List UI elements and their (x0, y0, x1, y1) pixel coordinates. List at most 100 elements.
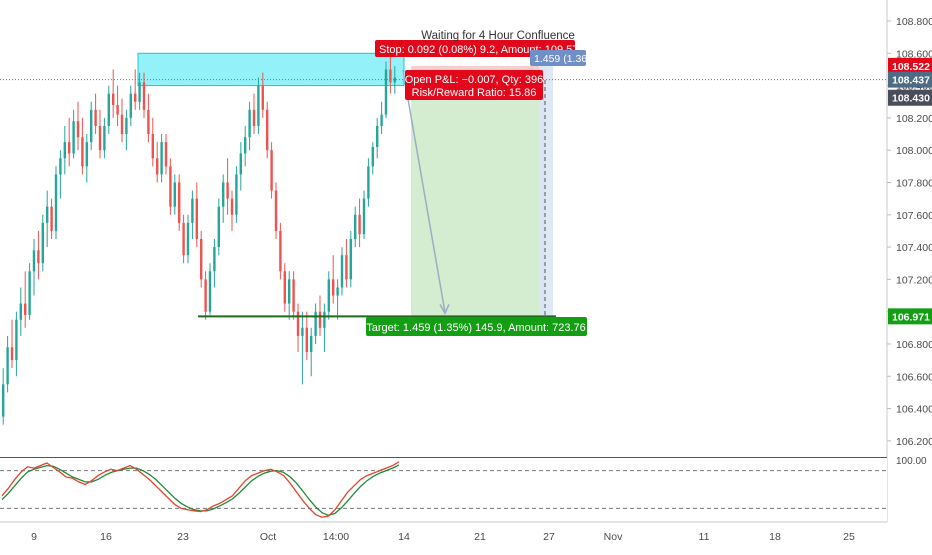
stochastic-background (0, 458, 887, 521)
candle-body (345, 255, 348, 280)
candle-body (367, 166, 370, 199)
candle-body (72, 121, 75, 154)
stochastic-scale-label: 100.00 (896, 456, 927, 467)
candle-body (147, 109, 150, 135)
pnl-label: Open P&L: −0.007, Qty: 396 (405, 74, 544, 86)
price-tick-label: 107.400 (896, 242, 932, 254)
time-tick-label: 23 (177, 531, 189, 543)
candle-body (239, 153, 242, 175)
price-pane[interactable]: Stop: 0.092 (0.08%) 9.2, Amount: 109.571… (0, 40, 887, 425)
candle-body (90, 109, 93, 143)
candle-body (288, 279, 291, 304)
candle-body (305, 327, 308, 353)
candle-body (349, 238, 352, 280)
time-tick-label: 27 (543, 531, 555, 543)
candle-body (323, 311, 326, 328)
candle-body (208, 271, 212, 312)
time-tick-label: 21 (474, 531, 486, 543)
candle-body (68, 142, 71, 154)
candle-body (112, 93, 115, 105)
candle-body (384, 69, 388, 115)
price-tick-label: 107.600 (896, 210, 932, 222)
candle-body (195, 198, 198, 239)
stochastic-pane[interactable]: 100.00 (0, 456, 927, 521)
candle-body (134, 93, 137, 102)
current-price-tag (888, 71, 932, 88)
candle-body (103, 125, 106, 151)
stochastic-d-line (1, 464, 400, 516)
price-tick-label: 106.600 (896, 371, 932, 383)
price-tick-label: 108.000 (896, 145, 932, 157)
pnl-label-box (405, 70, 543, 100)
candle-body (2, 384, 5, 417)
current-price-label: 108.437 (892, 75, 930, 87)
candle-body (244, 137, 247, 154)
candle-body (76, 121, 80, 138)
candle-body (164, 142, 168, 167)
stochastic-k-line (1, 461, 400, 518)
time-tick-label: 16 (100, 531, 112, 543)
candle-body (63, 142, 66, 159)
profit-zone (411, 80, 546, 317)
candle-body (28, 271, 31, 315)
candle-body (222, 182, 225, 207)
candle-body (230, 198, 234, 215)
time-tick-label: 18 (769, 531, 781, 543)
candle-body (371, 146, 374, 167)
candle-body (380, 114, 383, 126)
entry-price-label: 108.430 (892, 93, 930, 105)
time-tick-label: 11 (699, 531, 710, 543)
stop-label-box (375, 40, 575, 57)
candle-body (54, 174, 58, 231)
candle-body (37, 250, 40, 264)
candle-body (376, 125, 379, 147)
stop-label: Stop: 0.092 (0.08%) 9.2, Amount: 109.57 (379, 44, 578, 56)
candle-body (389, 69, 392, 83)
candle-body (6, 347, 9, 385)
stop-price-tag (888, 57, 932, 74)
candle-body (354, 214, 357, 239)
candle-body (182, 222, 185, 256)
time-tick-label: Oct (260, 531, 276, 543)
candle-body (274, 190, 278, 231)
candle-body (204, 279, 207, 312)
projection-band (539, 55, 553, 317)
candle-body (248, 109, 251, 138)
candle-body (310, 335, 313, 353)
candle-body (217, 206, 220, 248)
candle-body (94, 109, 97, 126)
candle-body (318, 311, 322, 328)
target-price-tag (888, 308, 932, 325)
candle-body (32, 250, 36, 272)
time-tick-label: 25 (843, 531, 855, 543)
candle-body (257, 85, 260, 126)
candle-body (266, 109, 269, 151)
candle-body (332, 279, 335, 296)
candle-body (50, 206, 53, 231)
candle-body (160, 142, 163, 175)
time-tick-label: Nov (604, 531, 623, 543)
time-axis[interactable]: 9 16 23 Oct 14:00 14 21 27 Nov 11 18 25 (0, 521, 887, 543)
target-label-box (366, 317, 587, 336)
info-label: 1.459 (1.36%) 145.9 (534, 53, 629, 65)
candle-body (81, 137, 84, 167)
price-tick-label: 107.200 (896, 274, 932, 286)
chart-annotation-title: Waiting for 4 Hour Confluence (421, 30, 575, 42)
time-tick-label: 14 (398, 531, 410, 543)
candle-body (151, 134, 154, 159)
candle-body (10, 347, 14, 361)
projection-arrow (402, 69, 446, 313)
candle-body (279, 230, 282, 272)
candle-body (270, 150, 273, 191)
candle-body (186, 222, 190, 256)
candle-body (125, 117, 128, 135)
target-label: Target: 1.459 (1.35%) 145.9, Amount: 723… (366, 322, 586, 334)
candle-body (15, 319, 18, 361)
price-tick-label: 106.800 (896, 339, 932, 351)
candle-body (252, 109, 256, 126)
projection-arrow-head (439, 303, 450, 316)
price-tick-label: 108.200 (896, 113, 932, 125)
candle-body (116, 104, 119, 115)
